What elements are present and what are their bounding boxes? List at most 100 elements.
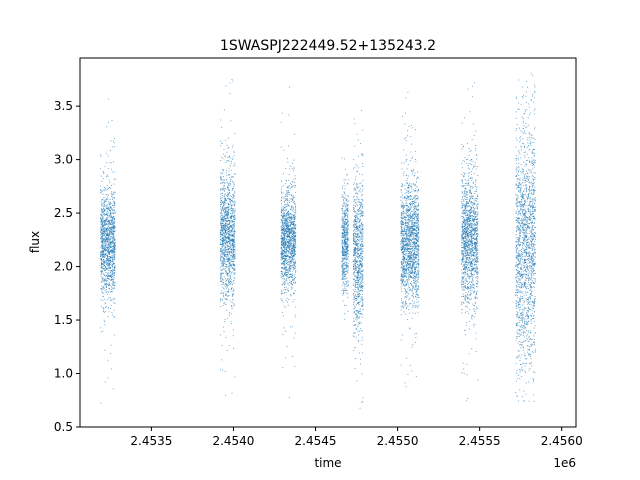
data-point xyxy=(282,245,284,247)
data-point xyxy=(288,216,290,218)
data-point xyxy=(224,208,226,210)
data-point xyxy=(221,250,223,252)
data-point xyxy=(341,207,343,209)
data-point xyxy=(102,243,104,245)
data-point xyxy=(234,264,236,266)
data-point xyxy=(230,243,232,245)
data-point xyxy=(102,288,104,290)
data-point xyxy=(343,223,345,225)
data-point xyxy=(107,232,109,233)
data-point xyxy=(104,321,105,323)
data-point xyxy=(346,229,347,231)
data-point xyxy=(223,216,225,218)
data-point xyxy=(109,202,111,204)
data-point xyxy=(233,267,235,269)
data-point xyxy=(347,245,349,247)
data-point xyxy=(232,221,234,223)
data-point xyxy=(112,242,114,244)
data-point xyxy=(109,229,111,231)
data-point xyxy=(355,223,357,225)
data-point xyxy=(283,225,285,227)
data-point xyxy=(221,217,223,219)
data-point xyxy=(113,279,115,280)
data-point xyxy=(219,278,221,280)
data-point xyxy=(293,244,295,246)
data-point xyxy=(341,257,343,259)
data-point xyxy=(225,272,227,274)
data-point xyxy=(106,236,108,238)
data-point xyxy=(102,299,104,301)
data-point xyxy=(109,245,110,247)
data-point xyxy=(232,329,234,331)
data-point xyxy=(356,204,358,206)
data-point xyxy=(107,252,109,253)
data-point xyxy=(345,179,347,181)
data-point xyxy=(232,231,233,233)
data-point xyxy=(357,226,359,228)
data-point xyxy=(356,182,358,184)
data-point xyxy=(114,257,116,259)
data-point xyxy=(283,240,285,242)
data-point xyxy=(287,264,289,266)
data-point xyxy=(292,196,294,198)
data-point xyxy=(102,220,104,222)
data-point xyxy=(102,266,104,267)
data-point xyxy=(353,265,355,267)
data-point xyxy=(286,250,288,252)
data-point xyxy=(346,290,348,291)
data-point xyxy=(225,207,227,209)
data-point xyxy=(103,319,105,321)
data-point xyxy=(113,140,115,142)
data-point xyxy=(114,266,116,268)
data-point xyxy=(347,237,349,239)
data-point xyxy=(281,246,283,248)
data-point xyxy=(222,264,224,266)
data-point xyxy=(106,219,108,221)
data-point xyxy=(343,263,345,265)
data-point xyxy=(230,157,232,159)
data-point xyxy=(225,298,227,300)
data-point xyxy=(286,223,288,225)
data-point xyxy=(362,179,364,181)
data-point xyxy=(232,229,233,231)
data-point xyxy=(343,226,345,228)
data-point xyxy=(288,242,290,244)
data-point xyxy=(292,235,294,237)
data-point xyxy=(346,235,348,237)
data-point xyxy=(228,161,230,162)
data-point xyxy=(342,264,344,266)
data-point xyxy=(357,312,359,313)
data-point xyxy=(290,294,292,296)
data-point xyxy=(223,260,225,262)
data-point xyxy=(292,252,294,254)
data-point xyxy=(284,264,286,266)
data-point xyxy=(341,250,343,252)
data-point xyxy=(225,291,227,293)
data-point xyxy=(114,281,116,283)
data-point xyxy=(102,262,104,264)
data-point xyxy=(222,227,224,229)
data-point xyxy=(284,256,286,257)
data-point xyxy=(111,260,112,262)
data-point xyxy=(110,352,112,354)
data-point xyxy=(227,205,229,207)
data-point xyxy=(295,242,296,244)
data-point xyxy=(227,197,228,199)
data-point xyxy=(111,194,113,196)
data-point xyxy=(106,153,107,155)
data-point xyxy=(343,202,345,203)
data-point xyxy=(344,276,346,277)
data-point xyxy=(347,237,349,239)
data-point xyxy=(361,248,363,250)
data-point xyxy=(104,232,106,234)
data-point xyxy=(229,234,231,236)
data-point xyxy=(358,240,359,241)
data-point xyxy=(291,216,292,218)
data-point xyxy=(287,269,289,271)
data-point xyxy=(361,273,363,275)
data-point xyxy=(362,233,364,234)
data-point xyxy=(281,240,283,242)
data-point xyxy=(281,263,283,265)
data-point xyxy=(108,311,110,313)
data-point xyxy=(283,242,285,244)
